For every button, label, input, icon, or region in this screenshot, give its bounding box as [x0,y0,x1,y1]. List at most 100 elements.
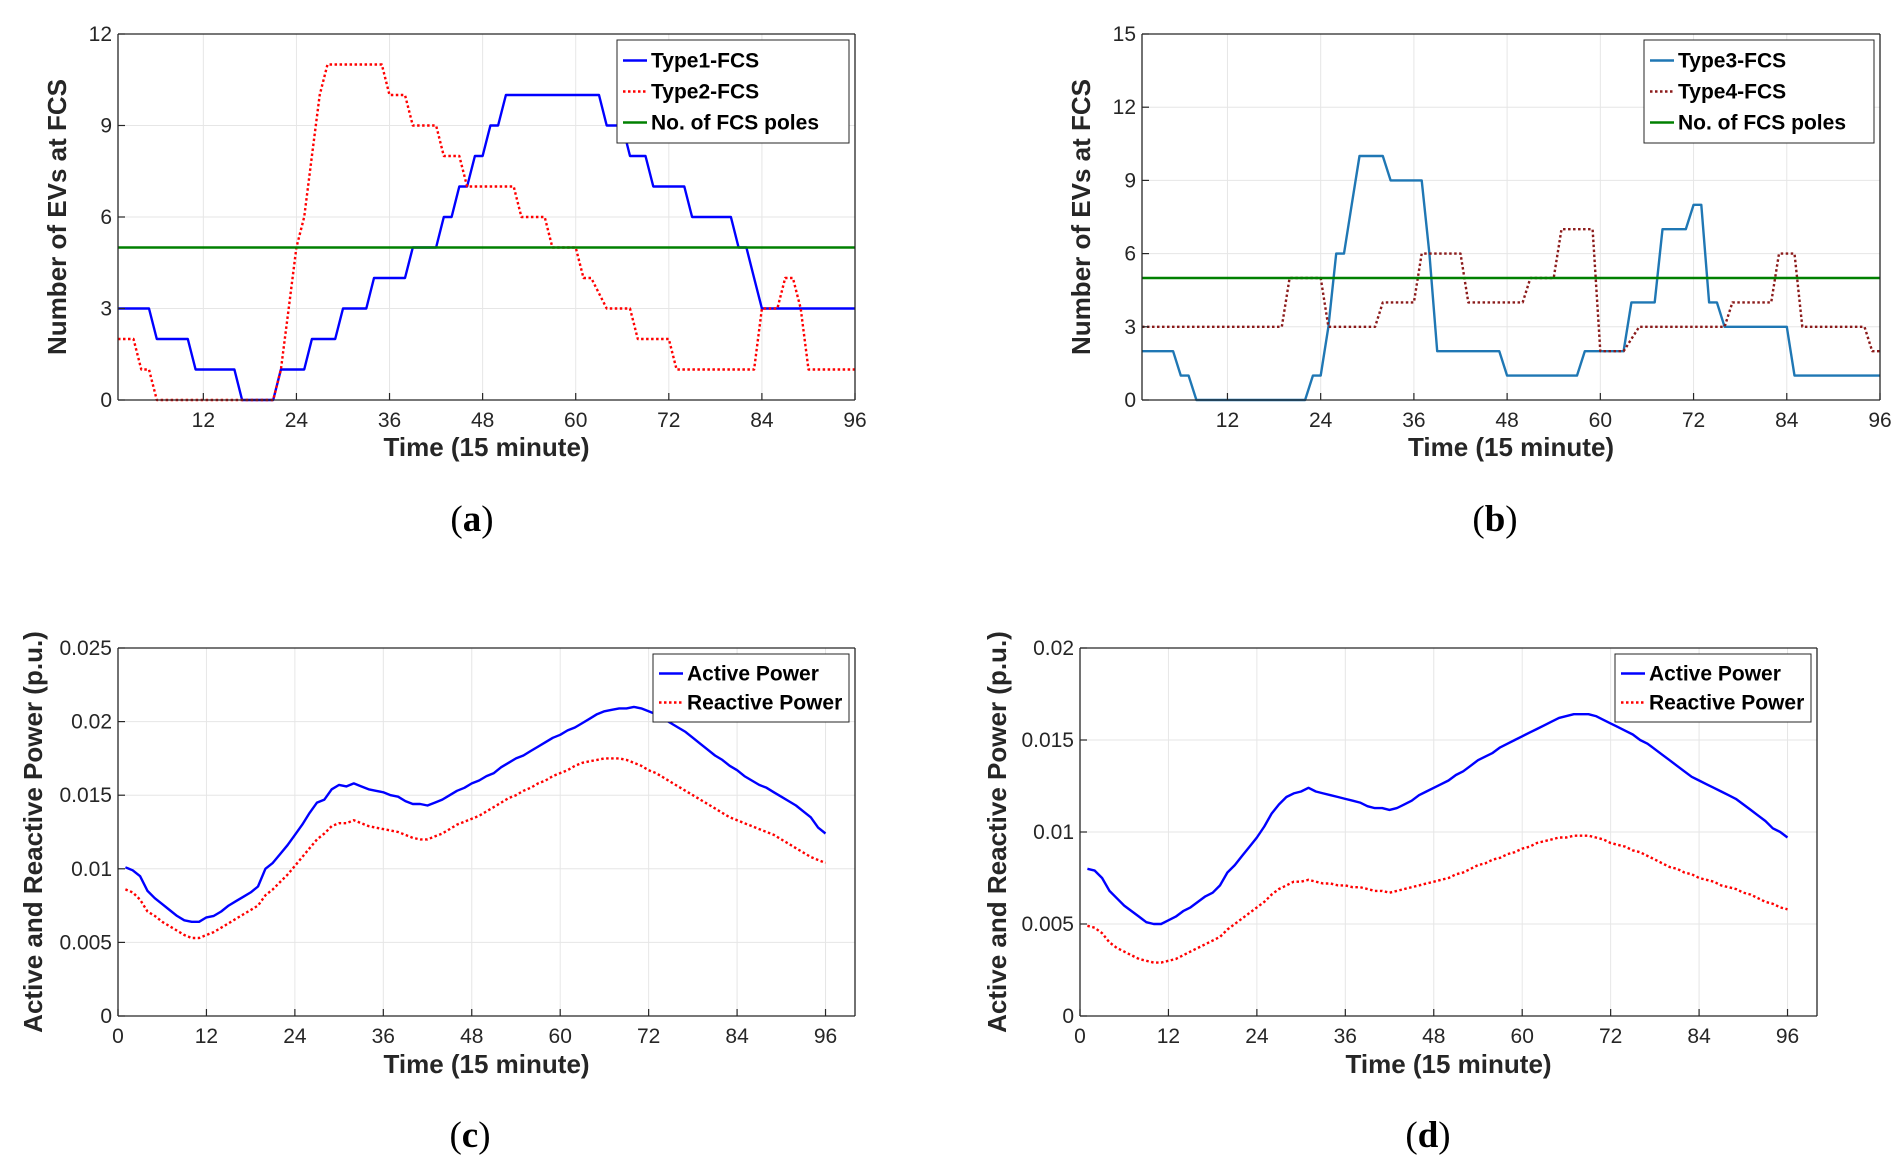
y-tick-label: 0.015 [59,784,112,807]
x-tick-label: 96 [843,409,866,432]
y-tick-label: 0 [100,389,112,412]
y-tick-label: 0.01 [1033,821,1074,844]
x-tick-label: 24 [283,1025,307,1048]
legend-box [1643,39,1875,144]
legend-label-2: Type2-FCS [651,81,759,104]
series-line-2 [118,63,855,402]
x-tick-label: 24 [1309,409,1333,432]
x-tick-label: 60 [1589,409,1612,432]
x-tick-label: 84 [1687,1025,1711,1048]
caption-a: (a) [450,499,493,540]
x-tick-label: 0 [1074,1025,1086,1048]
legend-label-1: Active Power [1649,663,1781,686]
caption-c-letter: c [462,1115,478,1156]
y-tick-label: 6 [1124,243,1136,266]
caption-a-letter: a [463,499,482,540]
series-line-1 [1087,713,1789,926]
x-tick-label: 60 [564,409,587,432]
x-tick-label: 12 [192,409,215,432]
y-tick-label: 0.025 [59,637,112,660]
legend: Active Power Reactive Power [652,653,850,723]
y-tick-label: 0.005 [1021,913,1074,936]
x-tick-label: 72 [637,1025,660,1048]
x-tick-label: 96 [1868,409,1891,432]
x-tick-label: 72 [1599,1025,1622,1048]
legend-label-3: No. of FCS poles [651,112,819,135]
x-tick-label: 72 [657,409,680,432]
y-tick-label: 0.01 [71,858,112,881]
y-tick-label: 0 [1062,1005,1074,1028]
x-tick-label: 96 [814,1025,837,1048]
x-tick-label: 12 [1216,409,1239,432]
y-axis-label: Active and Reactive Power (p.u.) [982,631,1012,1033]
legend-box [652,653,850,723]
x-tick-label: 48 [471,409,494,432]
legend-box [1614,653,1812,723]
legend-label-1: Type3-FCS [1678,50,1786,73]
x-tick-label: 84 [750,409,774,432]
x-axis-label: Time (15 minute) [383,1049,589,1079]
x-tick-label: 60 [549,1025,572,1048]
x-tick-label: 48 [460,1025,483,1048]
y-tick-label: 0 [100,1005,112,1028]
y-axis-label: Active and Reactive Power (p.u.) [18,631,48,1033]
x-tick-label: 24 [285,409,309,432]
x-tick-label: 60 [1511,1025,1534,1048]
legend-label-1: Active Power [687,663,819,686]
caption-d: (d) [1405,1115,1450,1156]
y-tick-label: 0.02 [71,711,112,734]
y-tick-label: 15 [1113,23,1136,46]
legend-label-2: Reactive Power [1649,692,1804,715]
series-line-2 [1142,228,1880,353]
y-tick-label: 0.02 [1033,637,1074,660]
legend-label-3: No. of FCS poles [1678,112,1846,135]
panel-d: 0 12 24 36 48 60 72 84 96 0 0.005 0.01 0.015 0.02 Time… [982,631,1818,1079]
series-line-2 [1087,834,1788,964]
y-tick-label: 0 [1124,389,1136,412]
caption-b: (b) [1472,499,1517,540]
x-tick-label: 36 [1334,1025,1357,1048]
series-line-2 [124,757,826,940]
x-tick-label: 36 [378,409,401,432]
x-tick-label: 36 [1402,409,1425,432]
caption-c: (c) [449,1115,490,1156]
y-axis-label: Number of EVs at FCS [1066,79,1096,355]
legend: Type3-FCS Type4-FCS No. of FCS poles [1643,39,1875,144]
x-tick-label: 48 [1422,1025,1445,1048]
legend-label-2: Reactive Power [687,692,842,715]
y-tick-label: 9 [100,115,112,138]
legend-label-2: Type4-FCS [1678,81,1786,104]
y-axis-label: Number of EVs at FCS [42,79,72,355]
y-tick-label: 12 [1113,96,1136,119]
legend-label-1: Type1-FCS [651,50,759,73]
caption-b-letter: b [1485,499,1506,540]
x-axis-label: Time (15 minute) [1408,432,1614,462]
x-tick-label: 84 [725,1025,749,1048]
x-tick-label: 84 [1775,409,1799,432]
x-tick-label: 12 [195,1025,218,1048]
y-tick-label: 6 [100,206,112,229]
x-tick-label: 12 [1157,1025,1180,1048]
x-axis-label: Time (15 minute) [1345,1049,1551,1079]
legend: Type1-FCS Type2-FCS No. of FCS poles [616,39,850,144]
legend-box [616,39,850,144]
y-tick-label: 3 [1124,316,1136,339]
x-tick-label: 24 [1245,1025,1269,1048]
panel-c: 0 12 24 36 48 60 72 84 96 0 0.005 0.01 0.015 0.02 0.02… [18,631,856,1079]
y-tick-label: 9 [1124,169,1136,192]
caption-d-letter: d [1418,1115,1439,1156]
series-line-1 [1142,154,1880,402]
y-tick-label: 0.005 [59,931,112,954]
x-tick-label: 36 [372,1025,395,1048]
y-tick-label: 12 [89,23,112,46]
legend: Active Power Reactive Power [1614,653,1812,723]
x-tick-label: 48 [1495,409,1518,432]
x-tick-label: 0 [112,1025,124,1048]
x-tick-label: 96 [1776,1025,1799,1048]
series-line-1 [124,705,827,923]
y-tick-label: 0.015 [1021,729,1074,752]
x-tick-label: 72 [1682,409,1705,432]
